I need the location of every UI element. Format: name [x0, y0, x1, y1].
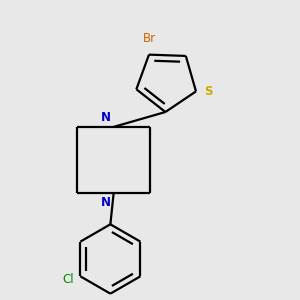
Text: Br: Br: [142, 32, 155, 45]
Text: N: N: [101, 196, 111, 208]
Text: S: S: [204, 85, 213, 98]
Text: Cl: Cl: [62, 273, 74, 286]
Text: N: N: [101, 111, 111, 124]
